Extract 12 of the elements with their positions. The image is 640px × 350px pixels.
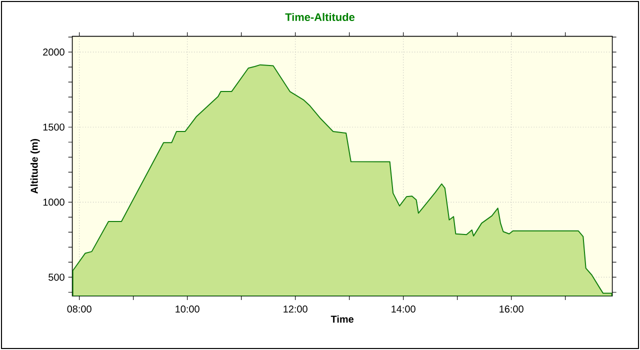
y-tick-label: 500 (48, 274, 64, 281)
y-tick-label: 2000 (43, 48, 64, 56)
y-tick-label: 1000 (43, 198, 64, 206)
x-tick-label: 10:00 (176, 306, 200, 313)
x-tick-label: 08:00 (67, 306, 92, 313)
x-tick-label: 16:00 (500, 306, 524, 313)
y-tick-label: 1500 (43, 124, 64, 131)
x-tick-label: 12:00 (284, 306, 308, 313)
chart-title: Time-Altitude (285, 12, 355, 22)
x-tick-label: 14:00 (392, 306, 416, 313)
x-axis-title: Time (330, 315, 354, 323)
y-axis-title: Altitude (m) (30, 138, 40, 194)
